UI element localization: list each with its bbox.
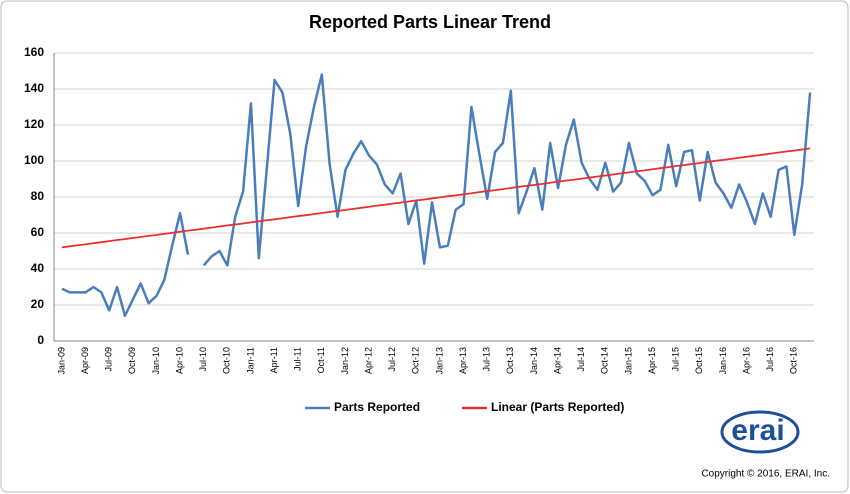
x-tick-label: Oct-10 bbox=[222, 347, 232, 374]
x-tick-label: Jan-16 bbox=[718, 347, 728, 375]
x-tick-label: Apr-11 bbox=[269, 347, 279, 373]
x-tick-label: Jan-13 bbox=[434, 347, 444, 375]
chart-title: Reported Parts Linear Trend bbox=[309, 12, 551, 32]
x-tick-label: Apr-09 bbox=[80, 347, 90, 374]
x-tick-label: Jul-15 bbox=[671, 347, 681, 372]
x-tick-label: Jul-13 bbox=[482, 347, 492, 372]
y-tick-label: 100 bbox=[24, 153, 44, 167]
x-tick-label: Oct-11 bbox=[316, 347, 326, 373]
y-tick-label: 60 bbox=[31, 225, 45, 239]
x-tick-label: Apr-12 bbox=[363, 347, 373, 374]
legend-label: Parts Reported bbox=[334, 400, 420, 414]
logo-text: erai bbox=[731, 414, 784, 447]
x-tick-label: Jan-15 bbox=[623, 347, 633, 375]
x-tick-label: Jan-11 bbox=[245, 347, 255, 374]
x-tick-label: Apr-14 bbox=[552, 347, 562, 374]
x-tick-label: Oct-15 bbox=[694, 347, 704, 374]
y-tick-label: 140 bbox=[24, 81, 44, 95]
x-tick-label: Apr-15 bbox=[647, 347, 657, 374]
x-tick-label: Apr-13 bbox=[458, 347, 468, 374]
y-tick-label: 20 bbox=[31, 297, 45, 311]
x-tick-label: Jan-14 bbox=[529, 347, 539, 375]
x-tick-label: Jan-09 bbox=[56, 347, 66, 375]
x-tick-label: Jan-10 bbox=[151, 347, 161, 375]
series-line bbox=[61, 73, 812, 318]
y-tick-label: 40 bbox=[31, 261, 45, 275]
series-line bbox=[61, 147, 811, 249]
x-tick-label: Apr-16 bbox=[741, 347, 751, 374]
x-tick-label: Oct-09 bbox=[127, 347, 137, 374]
x-tick-label: Jul-11 bbox=[293, 347, 303, 371]
legend-label: Linear (Parts Reported) bbox=[491, 400, 624, 414]
x-tick-label: Apr-10 bbox=[174, 347, 184, 374]
x-tick-label: Jul-16 bbox=[765, 347, 775, 372]
x-tick-label: Jan-12 bbox=[340, 347, 350, 375]
x-tick-label: Oct-16 bbox=[789, 347, 799, 374]
y-tick-label: 0 bbox=[37, 333, 44, 347]
y-tick-label: 120 bbox=[24, 117, 44, 131]
logo-ring bbox=[720, 410, 800, 454]
x-tick-label: Jul-09 bbox=[104, 347, 114, 372]
logo: erai bbox=[720, 410, 800, 454]
x-tick-label: Jul-12 bbox=[387, 347, 397, 372]
x-tick-label: Oct-13 bbox=[505, 347, 515, 374]
y-tick-label: 160 bbox=[24, 45, 44, 59]
y-tick-label: 80 bbox=[31, 189, 45, 203]
copyright: Copyright © 2016, ERAI, Inc. bbox=[701, 469, 830, 480]
x-tick-label: Oct-14 bbox=[600, 347, 610, 374]
x-tick-label: Oct-12 bbox=[411, 347, 421, 374]
x-tick-label: Jul-14 bbox=[576, 347, 586, 372]
x-tick-label: Jul-10 bbox=[198, 347, 208, 372]
